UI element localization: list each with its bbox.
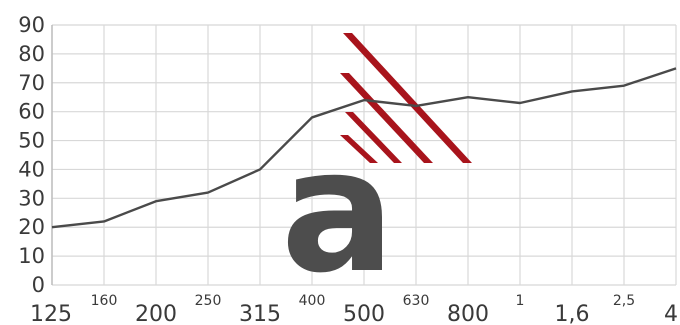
x-tick-label: 1,6 [555,302,590,325]
x-tick-label: 200 [135,302,177,325]
x-tick-label: 4 [664,302,678,325]
y-tick-label: 20 [18,215,45,239]
logo-letter: a [281,113,396,311]
y-tick-label: 80 [18,42,45,66]
y-tick-label: 70 [18,71,45,95]
y-tick-label: 90 [18,13,45,37]
x-tick-label: 630 [403,293,430,309]
y-tick-label: 60 [18,100,45,124]
x-tick-label: 1 [516,293,525,309]
x-tick-label: 250 [195,293,222,309]
grid [51,24,677,286]
y-tick-label: 10 [18,244,45,268]
y-tick-label: 0 [32,273,45,297]
x-tick-label: 800 [447,302,489,325]
x-tick-label: 500 [343,302,385,325]
x-tick-label: 2,5 [613,293,635,309]
x-tick-label: 315 [239,302,281,325]
series-line-layer [51,67,677,229]
x-axis-ticks: 125 160 200 250 315 400 500 630 800 1 1,6 2,5 4 [30,293,678,325]
y-axis-ticks: 0 10 20 30 40 50 60 70 80 90 [18,13,45,297]
y-tick-label: 40 [18,157,45,181]
brand-logo: a [281,33,472,311]
logo-red-stripes [340,33,472,163]
y-tick-label: 30 [18,186,45,210]
x-tick-label: 125 [30,302,72,325]
y-tick-label: 50 [18,129,45,153]
x-tick-label: 160 [91,293,118,309]
x-tick-label: 400 [299,293,326,309]
